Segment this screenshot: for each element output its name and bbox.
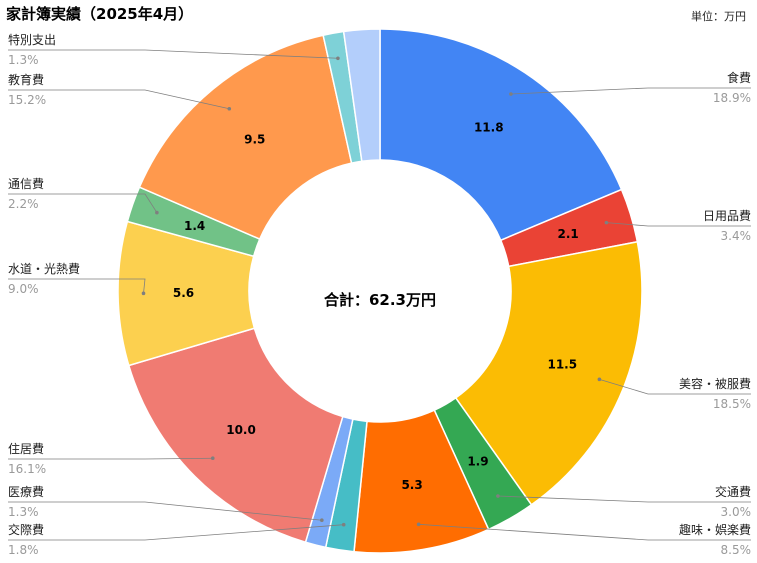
leader-line-5 [418, 523, 751, 541]
percent-label-5: 8.5% [721, 543, 752, 557]
leader-line-1 [510, 87, 751, 95]
percent-label-3: 18.5% [713, 397, 751, 411]
percent-label-10: 2.2% [8, 197, 39, 211]
value-label-8: 10.0 [226, 423, 256, 437]
category-label-10: 通信費 [8, 176, 44, 191]
leader-dot-6 [341, 522, 346, 527]
percent-label-4: 3.0% [721, 505, 752, 519]
category-label-12: 特別支出 [8, 32, 56, 47]
slice-1[interactable] [379, 28, 623, 242]
leader-dot-1 [509, 92, 513, 96]
category-label-5: 趣味・娯楽費 [679, 522, 751, 537]
category-label-1: 食費 [727, 70, 751, 85]
unit-label: 単位：万円 [691, 9, 746, 23]
category-label-4: 交通費 [715, 484, 751, 499]
chart-title: 家計簿実績（2025年4月） [6, 5, 193, 23]
leader-lines: 食費 18.9% 日用品費 3.4% 美容・被服費 18.5% 交通費 3.0% 趣味・娯楽費 8… [8, 32, 751, 557]
leader-dot-12 [336, 56, 340, 61]
slice-3[interactable] [454, 240, 643, 506]
leader-line-8 [8, 457, 213, 460]
leader-dot-8 [210, 456, 215, 461]
leader-dot-10 [155, 210, 159, 215]
value-label-1: 11.8 [474, 120, 504, 134]
leader-dot-7 [320, 518, 324, 523]
leader-line-3 [599, 378, 751, 395]
value-label-4: 1.9 [467, 454, 488, 468]
value-label-11: 9.5 [244, 133, 265, 147]
percent-label-2: 3.4% [721, 229, 752, 243]
leader-line-6 [8, 524, 344, 541]
percent-label-8: 16.1% [8, 462, 46, 476]
leader-line-2 [606, 222, 751, 227]
percent-label-1: 18.9% [713, 91, 751, 105]
value-label-2: 2.1 [557, 227, 578, 241]
leader-dot-4 [496, 494, 500, 498]
slices [117, 28, 643, 554]
category-label-7: 医療費 [8, 484, 44, 499]
percent-label-6: 1.8% [8, 543, 39, 557]
category-label-11: 教育費 [8, 72, 44, 87]
category-label-9: 水道・光熱費 [8, 261, 80, 276]
leader-dot-2 [604, 220, 609, 225]
leader-line-11 [8, 89, 230, 110]
leader-dot-3 [597, 377, 602, 382]
percent-label-9: 9.0% [8, 282, 39, 296]
category-label-2: 日用品費 [703, 208, 751, 223]
leader-dot-5 [416, 522, 421, 527]
value-label-3: 11.5 [547, 357, 577, 371]
leader-line-4 [497, 495, 751, 503]
leader-line-10 [8, 193, 158, 213]
percent-label-11: 15.2% [8, 93, 46, 107]
leader-line-12 [8, 49, 338, 59]
leader-dot-11 [227, 106, 232, 111]
leader-line-7 [8, 501, 322, 521]
center-total-label: 合計：62.3万円 [323, 291, 436, 309]
value-label-5: 5.3 [401, 478, 422, 492]
category-label-8: 住居費 [8, 441, 44, 456]
value-label-10: 1.4 [184, 219, 205, 233]
percent-label-12: 1.3% [8, 53, 39, 67]
percent-label-7: 1.3% [8, 505, 39, 519]
slice-11[interactable] [138, 34, 353, 241]
leader-dot-9 [141, 291, 146, 296]
value-label-9: 5.6 [173, 286, 194, 300]
slice-extra[interactable] [342, 28, 381, 163]
leader-line-9 [8, 278, 146, 294]
slice-value-labels: 11.8 2.1 11.5 1.9 5.3 10.0 5.6 1.4 9.5 [173, 120, 579, 492]
category-label-3: 美容・被服費 [679, 376, 751, 391]
category-label-6: 交際費 [8, 522, 44, 537]
